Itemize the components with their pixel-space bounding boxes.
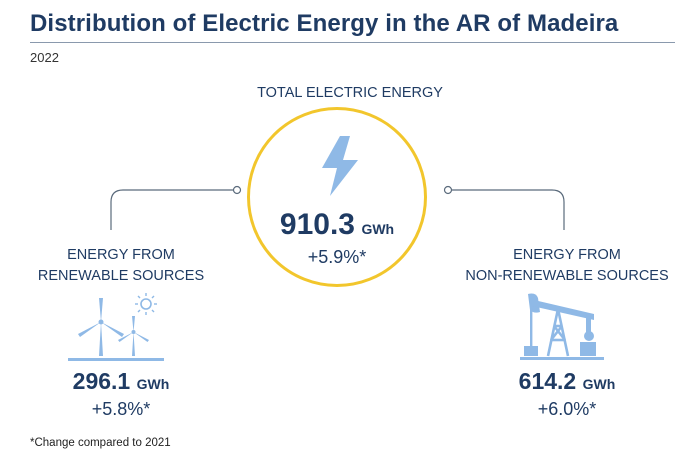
right-connector (448, 189, 565, 230)
year-label: 2022 (30, 50, 59, 65)
total-unit: GWh (361, 221, 395, 237)
non-renewable-label: ENERGY FROM NON-RENEWABLE SOURCES (452, 245, 682, 287)
left-connector-dot (232, 185, 242, 195)
renewable-value: 296.1 (72, 368, 131, 394)
non-renewable-value: 614.2 (518, 368, 577, 394)
total-energy-circle (247, 107, 427, 287)
total-value-row: 910.3 GWh (247, 208, 427, 242)
total-energy-label: TOTAL ELECTRIC ENERGY (257, 85, 443, 101)
non-renewable-label-line1: ENERGY FROM (513, 247, 621, 263)
non-renewable-label-line2: NON-RENEWABLE SOURCES (465, 268, 669, 284)
footnote: *Change compared to 2021 (30, 437, 171, 449)
non-renewable-unit: GWh (582, 376, 616, 392)
wind-turbines-sun-icon (68, 293, 164, 361)
total-change: +5.9%* (307, 247, 367, 267)
non-renewable-value-row: 614.2 GWh (452, 368, 682, 395)
renewable-change: +5.8%* (91, 399, 151, 419)
non-renewable-change: +6.0%* (537, 399, 597, 419)
lightning-bolt-icon (322, 136, 358, 196)
oil-pump-icon (520, 293, 604, 360)
renewable-label: ENERGY FROM RENEWABLE SOURCES (30, 245, 212, 287)
page-title: Distribution of Electric Energy in the A… (30, 10, 619, 37)
total-value: 910.3 (279, 208, 355, 241)
renewable-value-row: 296.1 GWh (30, 368, 212, 395)
renewable-label-line1: ENERGY FROM (67, 247, 175, 263)
renewable-label-line2: RENEWABLE SOURCES (37, 268, 205, 284)
title-divider (30, 42, 675, 43)
renewable-unit: GWh (136, 376, 170, 392)
right-connector-dot (443, 185, 453, 195)
left-connector (110, 189, 237, 230)
